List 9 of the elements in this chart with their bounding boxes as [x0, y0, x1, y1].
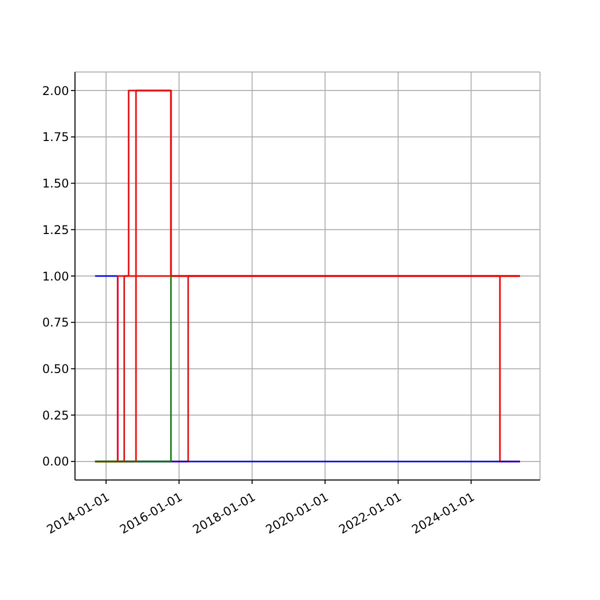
y-tick-label: 0.25 [42, 408, 69, 422]
y-tick-label: 1.25 [42, 222, 69, 237]
y-tick-label: 2.00 [42, 84, 69, 98]
y-tick-label: 0.75 [42, 316, 69, 330]
y-tick-label: 1.75 [42, 130, 69, 144]
y-tick-label: 0.00 [42, 454, 69, 469]
y-tick-label: 1.00 [42, 269, 69, 284]
y-tick-label: 1.50 [42, 176, 69, 191]
y-tick-label: 0.50 [42, 362, 69, 376]
